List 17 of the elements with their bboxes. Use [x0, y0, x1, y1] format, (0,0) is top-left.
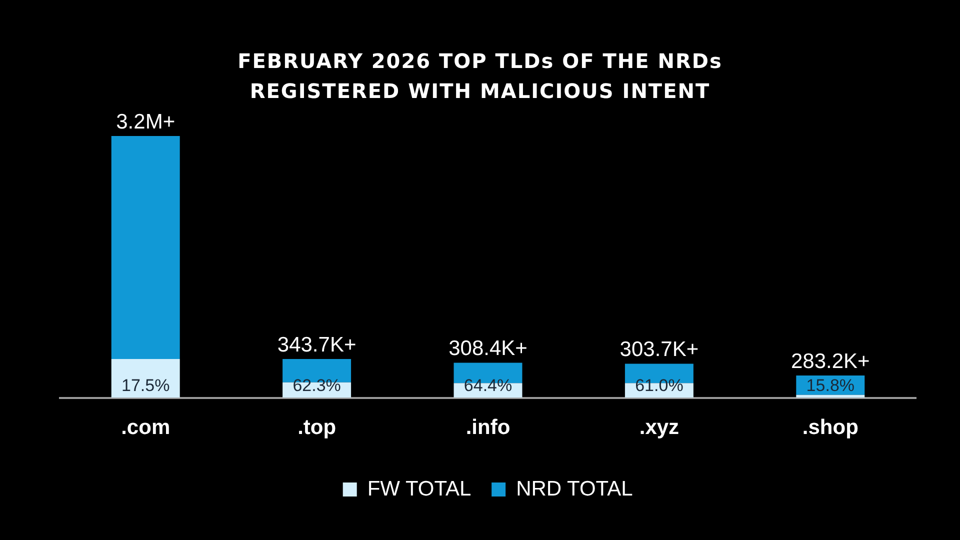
bar — [111, 136, 180, 360]
annotation: 308.4K+ — [448, 337, 528, 360]
legend-label: FW TOTAL — [367, 477, 472, 500]
annotation: 283.2K+ — [790, 350, 870, 373]
legend-label: NRD TOTAL — [516, 477, 633, 500]
chart-title: FEBRUARY 2026 TOP TLDs OF THE NRDs REGISTERED WITH MALICIOUS INTENT — [236, 48, 724, 105]
x-tick-label: .com — [121, 416, 170, 440]
annotation: 17.5% — [122, 376, 170, 395]
x-tick-label: .info — [466, 416, 510, 440]
x-tick-label: .shop — [802, 416, 858, 440]
bar — [111, 359, 180, 398]
x-tick-label: .xyz — [639, 416, 680, 440]
annotation: 303.7K+ — [620, 338, 699, 362]
annotation: 343.7K+ — [277, 333, 356, 356]
x-tick-label: .top — [298, 416, 336, 440]
annotation: 15.8% — [806, 376, 854, 395]
annotation: 3.2M+ — [116, 110, 176, 134]
